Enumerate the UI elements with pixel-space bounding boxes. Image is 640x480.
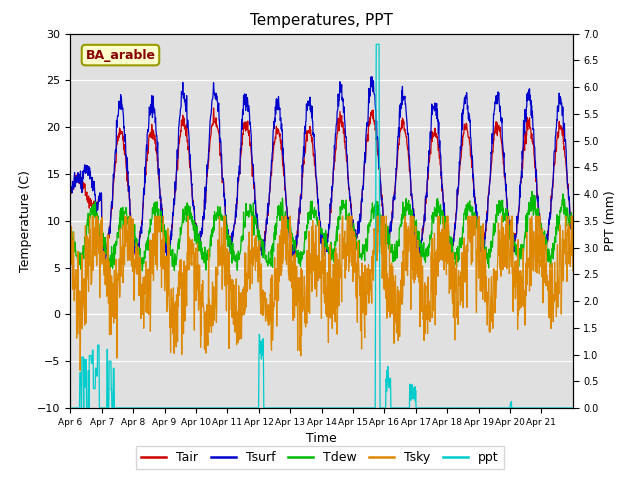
Text: BA_arable: BA_arable: [86, 48, 156, 61]
Title: Temperatures, PPT: Temperatures, PPT: [250, 13, 393, 28]
Legend: Tair, Tsurf, Tdew, Tsky, ppt: Tair, Tsurf, Tdew, Tsky, ppt: [136, 446, 504, 469]
Y-axis label: Temperature (C): Temperature (C): [19, 170, 32, 272]
X-axis label: Time: Time: [306, 432, 337, 445]
Y-axis label: PPT (mm): PPT (mm): [604, 191, 617, 251]
